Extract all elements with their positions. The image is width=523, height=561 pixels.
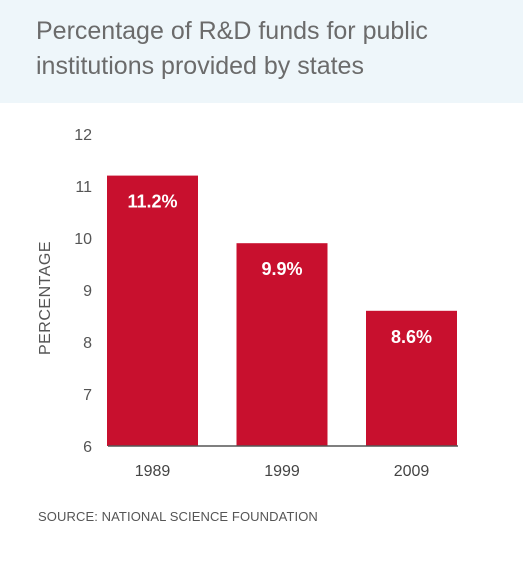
chart-title: Percentage of R&D funds for public insti…: [36, 17, 428, 80]
x-tick-label: 1999: [264, 463, 300, 480]
y-tick-label: 7: [83, 387, 92, 404]
source-note: SOURCE: NATIONAL SCIENCE FOUNDATION: [38, 509, 318, 524]
y-tick-label: 8: [83, 335, 92, 352]
bar: [366, 310, 457, 446]
y-tick-label: 9: [83, 283, 92, 300]
data-label: 11.2%: [127, 192, 177, 212]
y-tick-label: 6: [83, 439, 92, 456]
data-label: 9.9%: [261, 259, 302, 279]
x-tick-label: 2009: [394, 463, 430, 480]
x-tick-label: 1989: [135, 463, 171, 480]
title-banner: Percentage of R&D funds for public insti…: [0, 0, 523, 103]
y-tick-label: 12: [74, 127, 92, 144]
y-tick-label: 10: [74, 231, 92, 248]
data-label: 8.6%: [391, 327, 432, 347]
y-tick-label: 11: [75, 179, 92, 196]
bar: [107, 175, 198, 446]
bar: [236, 243, 328, 446]
y-axis-label: PERCENTAGE: [37, 241, 54, 355]
bar-chart: 6 7 8 9 10 11 12 PERCENTAGE 11.2% 1989 9.9% 1999 8.6…: [37, 127, 458, 480]
